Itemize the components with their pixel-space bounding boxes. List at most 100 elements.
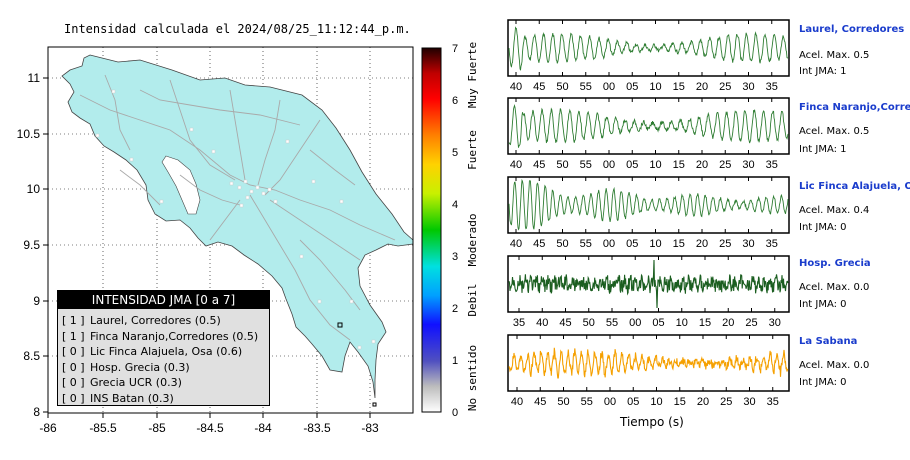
time-tick-label: 00 xyxy=(603,81,615,93)
time-tick-label: 50 xyxy=(583,317,595,329)
y-tick-label: 8.5 xyxy=(23,349,40,363)
time-tick-label: 15 xyxy=(673,81,685,93)
legend-label: Lic Finca Alajuela, Osa (0.6) xyxy=(90,345,243,358)
y-tick-label: 9 xyxy=(33,294,40,308)
waveform-trace xyxy=(508,26,789,71)
time-tick-label: 25 xyxy=(745,317,757,329)
time-tick-label: 40 xyxy=(536,317,548,329)
legend-item: [ 0 ] Hosp. Grecia (0.3) xyxy=(58,360,269,376)
waveform-panel: 40 45 50 55 00 05 10 15 20 25 30 35 xyxy=(507,97,790,171)
x-tick-label: -85 xyxy=(148,421,166,435)
colorbar-tick: 6 xyxy=(452,95,458,107)
time-tick-label: 25 xyxy=(719,81,731,93)
time-tick-label: 10 xyxy=(650,396,662,408)
x-tick-label: -83.5 xyxy=(303,421,331,435)
map-axis-ticks xyxy=(43,77,371,418)
station-int-jma: Int JMA: 1 xyxy=(799,144,847,155)
waveform-trace xyxy=(508,259,789,309)
colorbar-tick: 0 xyxy=(452,407,458,419)
station-name: Hosp. Grecia xyxy=(799,258,871,269)
colorbar-tick: 3 xyxy=(452,251,458,263)
legend-level: [ 0 ] xyxy=(62,360,85,374)
waveform-trace xyxy=(508,347,789,379)
time-tick-label: 35 xyxy=(766,159,778,171)
waveform-panel: 40 45 50 55 00 05 10 15 20 25 30 35 xyxy=(507,334,790,408)
time-tick-label: 05 xyxy=(652,317,664,329)
station-acel-max: Acel. Max. 0.5 xyxy=(799,126,870,137)
colorbar-band-label: Muy Fuerte xyxy=(466,42,479,108)
time-tick-label: 45 xyxy=(559,317,571,329)
time-tick-label: 00 xyxy=(629,317,641,329)
y-tick-label: 8 xyxy=(33,405,40,419)
legend-label: Hosp. Grecia (0.3) xyxy=(90,360,190,374)
time-tick-label: 35 xyxy=(766,238,778,250)
time-tick-label: 35 xyxy=(513,317,525,329)
time-tick-label: 35 xyxy=(767,396,779,408)
time-tick-label: 45 xyxy=(534,396,546,408)
map-title: Intensidad calculada el 2024/08/25_11:12… xyxy=(64,22,411,36)
colorbar-band-label: Debil xyxy=(466,283,479,316)
time-tick-label: 15 xyxy=(699,317,711,329)
legend-item: [ 1 ] Finca Naranjo,Corredores (0.5) xyxy=(58,329,269,345)
legend-level: [ 1 ] xyxy=(62,329,85,343)
costa-rica-land xyxy=(61,54,414,399)
time-tick-label: 15 xyxy=(673,238,685,250)
colorbar-tick: 2 xyxy=(452,303,458,315)
gulf-of-nicoya xyxy=(161,155,201,215)
legend-level: [ 0 ] xyxy=(62,391,85,405)
x-tick-label: -83 xyxy=(361,421,379,435)
legend-item: [ 0 ] Lic Finca Alajuela, Osa (0.6) xyxy=(58,344,269,360)
time-tick-label: 55 xyxy=(580,81,592,93)
time-tick-label: 30 xyxy=(742,238,754,250)
time-tick-label: 55 xyxy=(581,396,593,408)
time-tick-label: 40 xyxy=(510,159,522,171)
legend-title: INTENSIDAD JMA [0 a 7] xyxy=(58,291,269,309)
legend-level: [ 0 ] xyxy=(62,376,85,389)
time-tick-label: 30 xyxy=(742,159,754,171)
station-name: Lic Finca Alajuela, Osa xyxy=(799,181,910,192)
legend-item: [ 0 ] Grecia UCR (0.3) xyxy=(58,375,269,391)
waveform-trace xyxy=(508,178,789,231)
x-tick-label: -86 xyxy=(39,421,57,435)
time-tick-label: 50 xyxy=(556,81,568,93)
time-tick-label: 25 xyxy=(719,159,731,171)
station-int-jma: Int JMA: 0 xyxy=(799,377,847,388)
station-int-jma: Int JMA: 0 xyxy=(799,222,847,233)
time-tick-label: 10 xyxy=(649,81,661,93)
intensity-colorbar xyxy=(421,47,442,413)
colorbar-tick: 4 xyxy=(452,199,458,211)
time-tick-label: 05 xyxy=(626,159,638,171)
time-tick-label: 50 xyxy=(557,396,569,408)
legend-label: Laurel, Corredores (0.5) xyxy=(90,314,221,327)
station-acel-max: Acel. Max. 0.0 xyxy=(799,282,870,293)
time-tick-label: 20 xyxy=(696,159,708,171)
station-markers xyxy=(95,89,376,350)
station-acel-max: Acel. Max. 0.0 xyxy=(799,360,870,371)
time-tick-label: 55 xyxy=(606,317,618,329)
colorbar-tick: 5 xyxy=(452,147,458,159)
waveform-trace xyxy=(508,104,789,148)
colorbar-band-label: Fuerte xyxy=(466,130,479,170)
waveform-panel: 35 40 45 50 55 00 05 10 15 20 25 30 xyxy=(507,255,790,329)
time-tick-label: 00 xyxy=(603,159,615,171)
road-network xyxy=(79,74,396,341)
station-name: La Sabana xyxy=(799,336,858,347)
time-tick-label: 50 xyxy=(556,159,568,171)
time-tick-label: 05 xyxy=(626,81,638,93)
time-tick-label: 10 xyxy=(649,159,661,171)
time-tick-label: 25 xyxy=(720,396,732,408)
x-tick-label: -84 xyxy=(254,421,272,435)
time-tick-label: 10 xyxy=(676,317,688,329)
intensity-legend: INTENSIDAD JMA [0 a 7] [ 1 ] Laurel, Corr… xyxy=(57,290,270,406)
y-tick-label: 9.5 xyxy=(23,238,40,252)
y-tick-label: 10 xyxy=(27,182,41,196)
x-tick-label: -85.5 xyxy=(89,421,117,435)
time-tick-label: 15 xyxy=(673,159,685,171)
time-tick-label: 30 xyxy=(743,396,755,408)
time-tick-label: 15 xyxy=(674,396,686,408)
time-tick-label: 20 xyxy=(697,396,709,408)
station-name: Laurel, Corredores xyxy=(799,24,905,35)
time-tick-label: 30 xyxy=(742,81,754,93)
colorbar-band-label: Moderado xyxy=(466,214,479,267)
time-tick-label: 00 xyxy=(604,396,616,408)
